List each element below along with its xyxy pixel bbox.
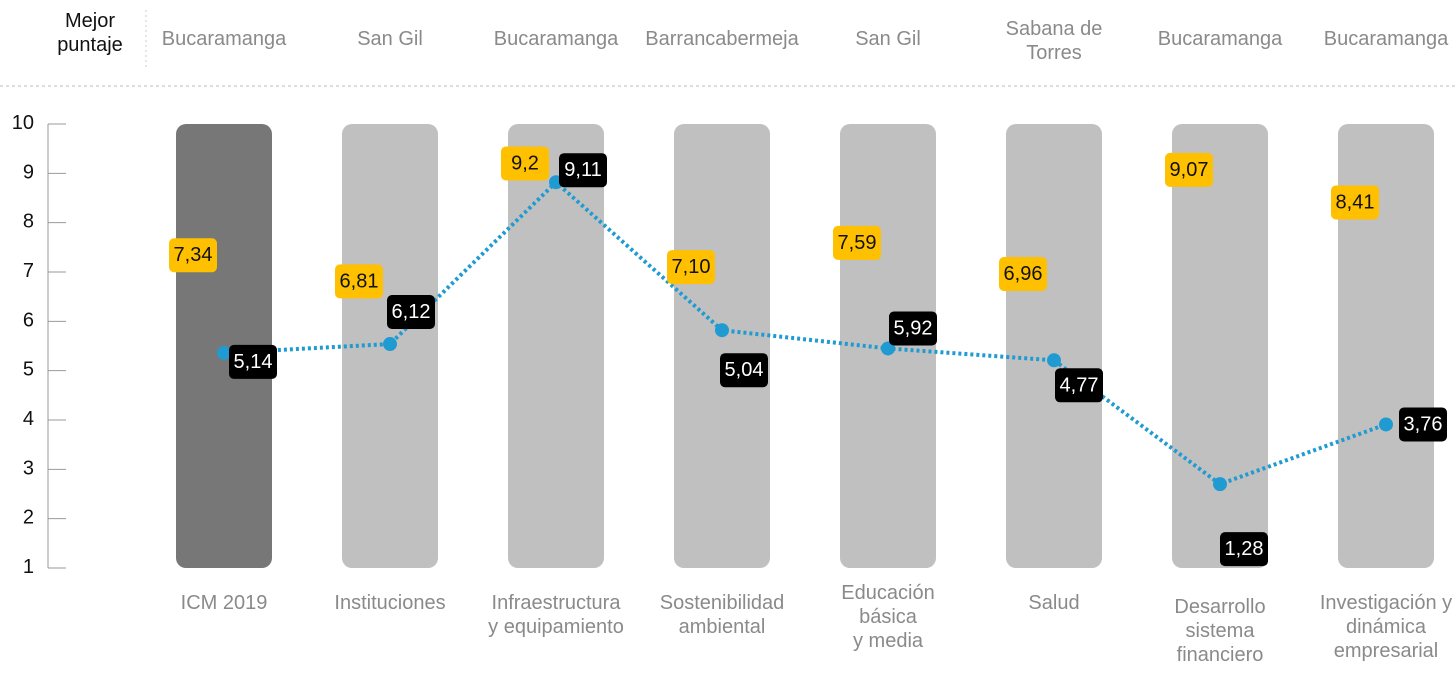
- score-label-box: [229, 344, 277, 379]
- y-tick-label: 3: [23, 458, 34, 480]
- score-label: 5,04: [725, 359, 764, 381]
- line-dot: [1379, 417, 1393, 432]
- best-score-label: 6,81: [340, 271, 379, 293]
- x-tick-label: Salud: [1028, 592, 1079, 614]
- x-tick-label: Sostenibilidad ambiental: [660, 592, 785, 638]
- best-place: San Gil: [357, 28, 423, 50]
- best-score-label: 7,59: [838, 232, 877, 254]
- best-score-label: 8,41: [1336, 192, 1375, 214]
- best-score-label-box: [1165, 152, 1213, 187]
- x-tick-label: Investigación y dinámica empresarial: [1320, 592, 1452, 662]
- range-bar: [1006, 124, 1102, 568]
- best-score-label: 9,07: [1170, 159, 1209, 181]
- header-label: Mejor puntaje: [57, 10, 123, 56]
- best-score-label: 7,34: [174, 245, 213, 267]
- best-score-label-box: [833, 225, 881, 260]
- best-place: Bucaramanga: [1324, 28, 1449, 50]
- x-tick-label: Educación básica y media: [841, 582, 934, 652]
- y-tick-label: 9: [23, 162, 34, 184]
- best-score-label: 9,2: [511, 153, 539, 175]
- best-score-label: 7,10: [672, 256, 711, 278]
- best-place: Bucaramanga: [494, 28, 619, 50]
- best-score-label: 6,96: [1004, 263, 1043, 285]
- best-score-label-box: [1331, 185, 1379, 220]
- y-tick-label: 7: [23, 260, 34, 282]
- line-dot: [1047, 353, 1061, 368]
- best-score-label-box: [169, 238, 217, 273]
- best-score-label-box: [335, 264, 383, 299]
- best-score-label-box: [501, 146, 549, 181]
- line-dot: [881, 341, 895, 356]
- score-label: 1,28: [1225, 538, 1264, 560]
- best-place: Bucaramanga: [1158, 28, 1283, 50]
- y-tick-label: 4: [23, 408, 34, 430]
- score-label: 3,76: [1404, 414, 1443, 436]
- score-label: 5,92: [894, 318, 933, 340]
- best-score-label-box: [667, 250, 715, 285]
- score-label-box: [387, 295, 435, 330]
- score-label: 9,11: [564, 159, 601, 181]
- best-score-label-box: [999, 256, 1047, 291]
- score-label: 4,77: [1060, 375, 1099, 397]
- y-tick-label: 10: [12, 112, 34, 134]
- range-bar: [674, 124, 770, 568]
- line-dot: [217, 345, 231, 360]
- x-tick-label: Desarrollo sistema financiero: [1174, 596, 1265, 666]
- score-label-box: [889, 311, 937, 346]
- score-label-box: [1399, 407, 1447, 442]
- best-place: Sabana de Torres: [1006, 18, 1103, 64]
- y-tick-label: 2: [23, 507, 34, 529]
- y-tick-label: 8: [23, 211, 34, 233]
- score-label: 6,12: [392, 301, 431, 323]
- x-tick-label: Infraestructura y equipamiento: [488, 592, 624, 638]
- best-place: Barrancabermeja: [645, 28, 799, 50]
- range-bar: [1338, 124, 1434, 568]
- y-tick-label: 5: [23, 359, 34, 381]
- score-label-box: [720, 353, 768, 388]
- score-label-box: [1055, 368, 1103, 403]
- score-label-box: [559, 153, 607, 188]
- x-tick-label: Instituciones: [334, 592, 445, 614]
- x-tick-label: ICM 2019: [181, 592, 268, 614]
- range-bar: [1172, 124, 1268, 568]
- line-dot: [1213, 477, 1227, 492]
- best-place: Bucaramanga: [162, 28, 287, 50]
- range-bar: [508, 124, 604, 568]
- score-label-box: [1220, 532, 1268, 567]
- best-place: San Gil: [855, 28, 921, 50]
- line-dot: [383, 337, 397, 352]
- y-tick-label: 6: [23, 310, 34, 332]
- score-label: 5,14: [234, 351, 273, 373]
- y-tick-label: 1: [23, 556, 34, 578]
- line-dot: [715, 323, 729, 338]
